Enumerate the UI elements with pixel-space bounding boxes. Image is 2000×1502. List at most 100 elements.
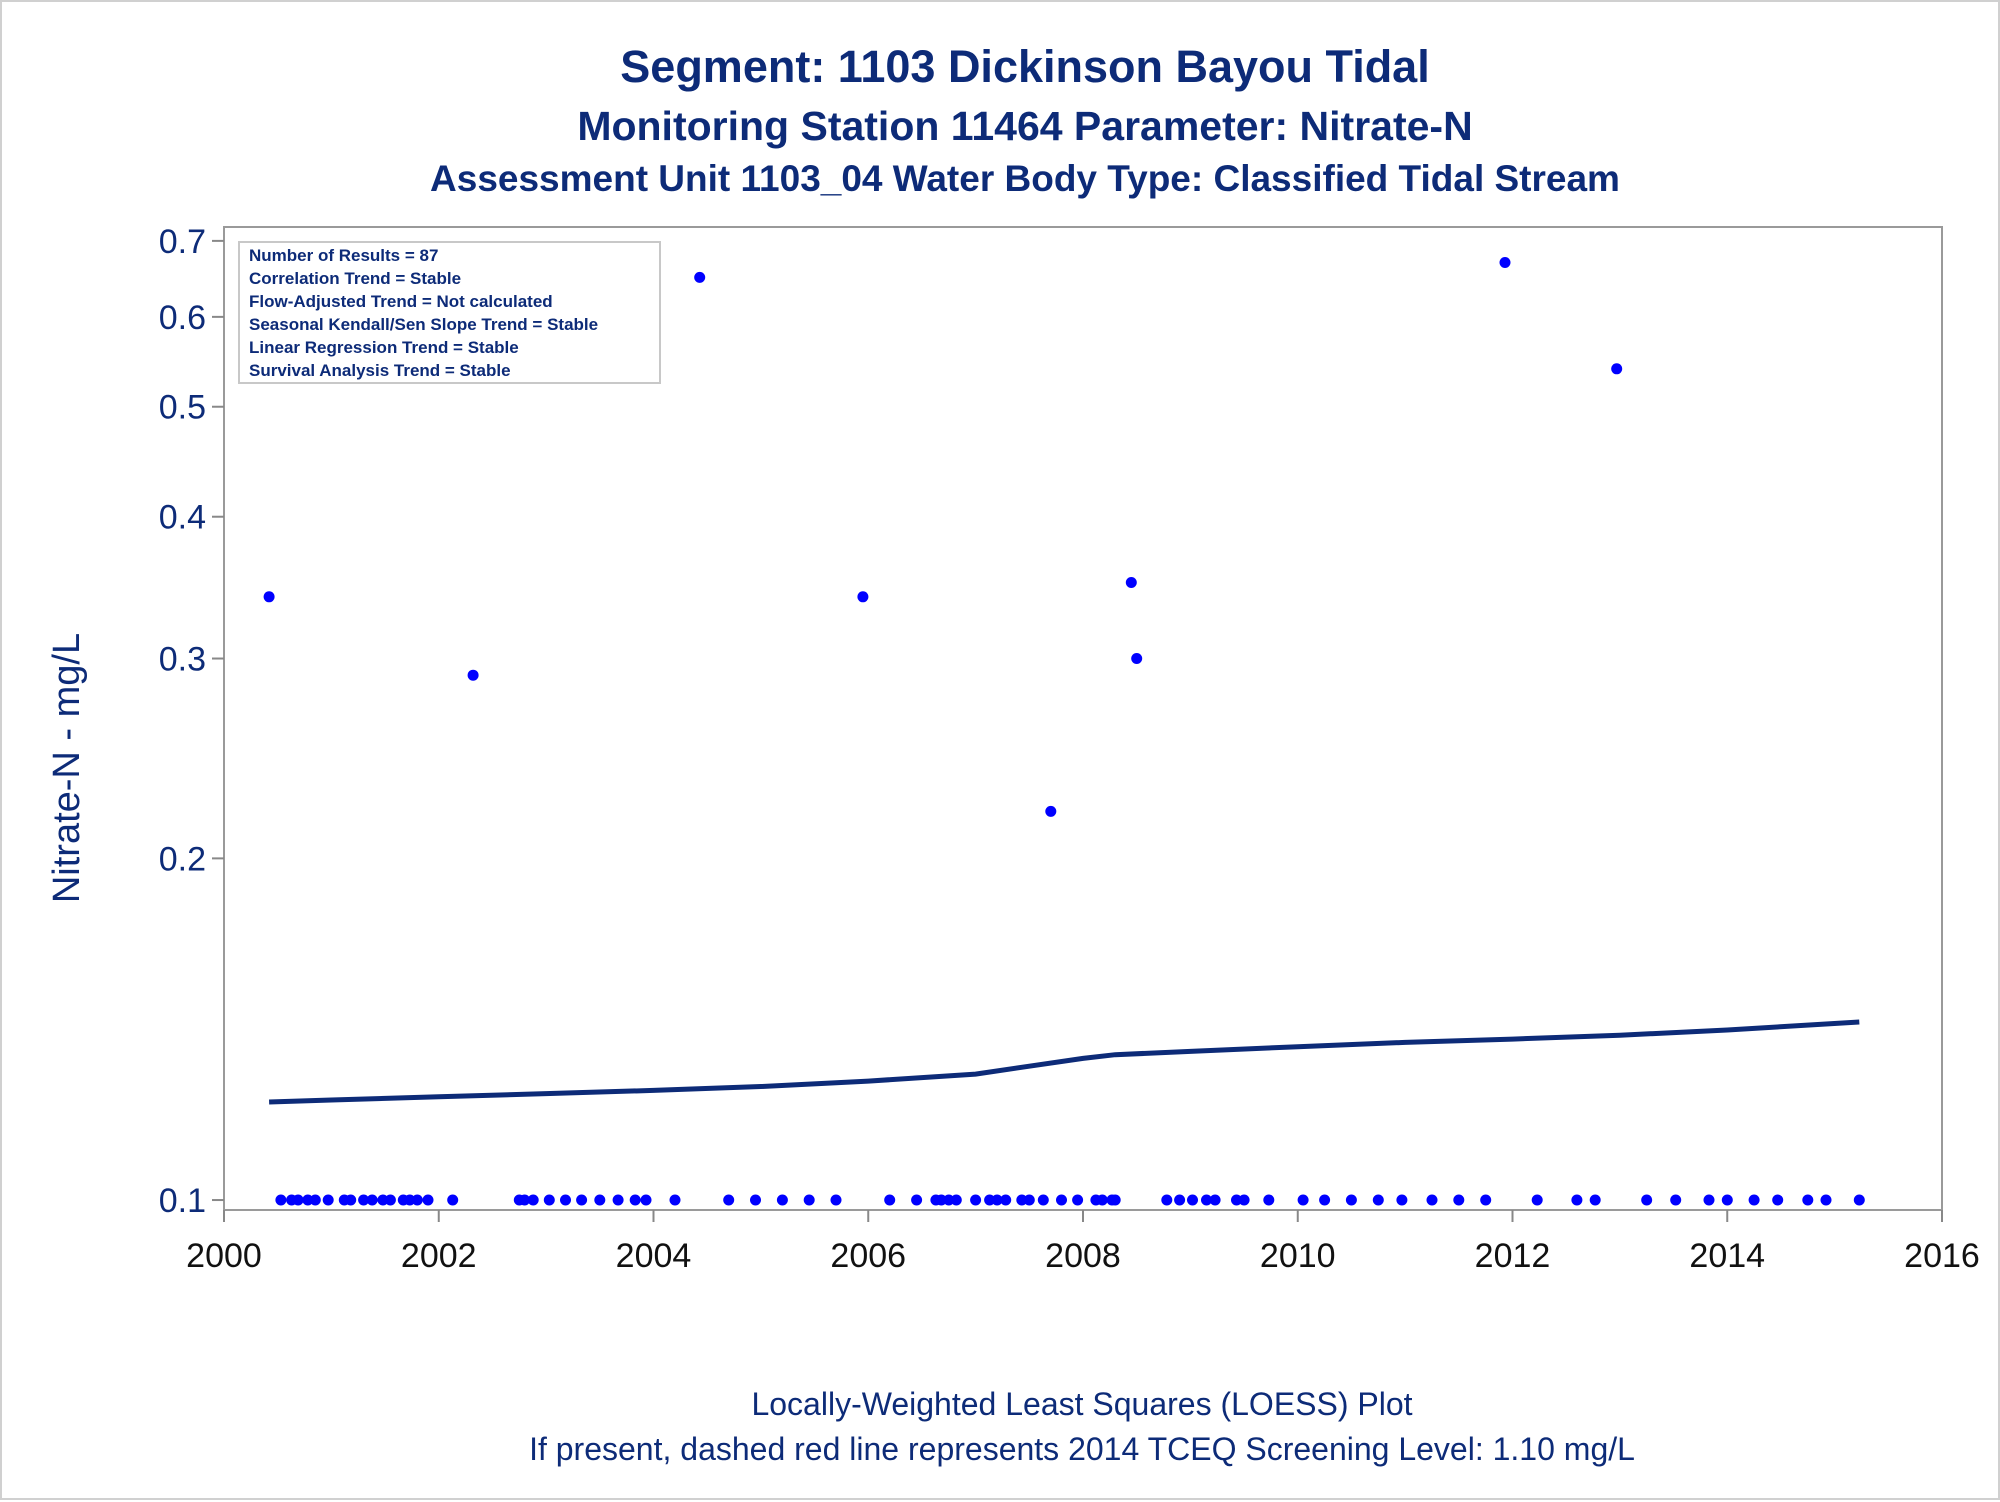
data-point xyxy=(1209,1194,1221,1206)
data-point xyxy=(345,1194,357,1206)
y-tick-label: 0.2 xyxy=(159,840,206,878)
chart-subtitle-station: Monitoring Station 11464 Parameter: Nitr… xyxy=(577,103,1472,149)
data-point xyxy=(1174,1194,1186,1206)
x-tick-label: 2002 xyxy=(401,1237,477,1275)
footnote-screening-level: If present, dashed red line represents 2… xyxy=(529,1431,1635,1467)
x-tick-label: 2008 xyxy=(1045,1237,1121,1275)
data-point xyxy=(263,591,275,603)
data-point xyxy=(1125,577,1137,588)
y-tick-label: 0.3 xyxy=(159,641,206,679)
data-point xyxy=(1372,1194,1384,1206)
data-point xyxy=(1201,1194,1212,1206)
data-point xyxy=(292,1194,304,1206)
data-point xyxy=(1345,1194,1357,1206)
data-point xyxy=(640,1194,652,1206)
data-point xyxy=(1161,1194,1173,1206)
data-point xyxy=(1000,1194,1012,1206)
y-tick-label: 0.4 xyxy=(159,499,206,537)
data-point xyxy=(1023,1194,1035,1206)
data-point xyxy=(527,1194,539,1206)
data-point xyxy=(1426,1194,1438,1206)
data-point xyxy=(322,1194,334,1206)
data-point xyxy=(1297,1194,1309,1206)
data-point xyxy=(1589,1194,1601,1206)
data-point xyxy=(1037,1194,1049,1206)
data-point xyxy=(543,1194,555,1206)
data-point xyxy=(1263,1194,1275,1206)
data-point xyxy=(1109,1194,1121,1206)
y-axis: 0.1 0.2 0.3 0.4 0.5 0.6 0.7 xyxy=(159,223,224,1220)
chart-title: Segment: 1103 Dickinson Bayou Tidal xyxy=(620,41,1429,92)
x-axis: 2000 2002 2004 2006 2008 2010 2012 2014 2016 xyxy=(186,1210,1980,1275)
stats-correlation-trend: Correlation Trend = Stable xyxy=(249,269,461,288)
data-point xyxy=(275,1194,287,1206)
y-tick-label: 0.1 xyxy=(159,1182,206,1220)
data-point xyxy=(366,1194,378,1206)
data-point xyxy=(1670,1194,1682,1206)
data-point xyxy=(467,669,479,681)
data-point xyxy=(970,1194,982,1206)
data-point xyxy=(447,1194,459,1206)
x-tick-label: 2014 xyxy=(1689,1237,1765,1275)
x-tick-label: 2006 xyxy=(830,1237,906,1275)
data-point xyxy=(1096,1194,1108,1206)
data-point xyxy=(560,1194,571,1206)
x-tick-label: 2004 xyxy=(616,1237,692,1275)
data-points xyxy=(263,257,1865,1206)
data-point xyxy=(1571,1194,1583,1206)
data-point xyxy=(1187,1194,1198,1206)
data-point xyxy=(576,1194,588,1206)
data-point xyxy=(1611,363,1623,375)
data-point xyxy=(519,1194,531,1206)
data-point xyxy=(776,1194,788,1206)
y-tick-label: 0.7 xyxy=(159,223,206,261)
data-point xyxy=(1748,1194,1760,1206)
plot-area xyxy=(223,226,1943,1211)
stats-seasonal-kendall-trend: Seasonal Kendall/Sen Slope Trend = Stabl… xyxy=(249,315,598,334)
data-point xyxy=(594,1194,606,1206)
data-point xyxy=(1480,1194,1492,1206)
x-tick-label: 2010 xyxy=(1260,1237,1336,1275)
data-point xyxy=(669,1194,681,1206)
data-point xyxy=(309,1194,321,1206)
data-point xyxy=(612,1194,624,1206)
data-point xyxy=(1319,1194,1331,1206)
data-point xyxy=(694,271,706,283)
data-point xyxy=(384,1194,396,1206)
data-point xyxy=(1853,1194,1865,1206)
data-point xyxy=(422,1194,434,1206)
data-point xyxy=(629,1194,641,1206)
data-point xyxy=(1531,1194,1543,1206)
data-point xyxy=(830,1194,842,1206)
loess-line xyxy=(269,1019,1860,1105)
data-point xyxy=(1772,1194,1784,1206)
data-point xyxy=(911,1194,923,1206)
data-point xyxy=(411,1194,423,1206)
data-point xyxy=(1499,257,1511,268)
stats-survival-analysis-trend: Survival Analysis Trend = Stable xyxy=(249,361,511,380)
data-point xyxy=(1045,805,1057,817)
y-tick-label: 0.5 xyxy=(159,389,206,427)
data-point xyxy=(1238,1194,1250,1206)
data-point xyxy=(1820,1194,1832,1206)
x-tick-label: 2012 xyxy=(1475,1237,1551,1275)
data-point xyxy=(1721,1194,1733,1206)
y-axis-label: Nitrate-N - mg/L xyxy=(46,633,88,903)
data-point xyxy=(358,1194,370,1206)
stats-linear-regression-trend: Linear Regression Trend = Stable xyxy=(249,338,519,357)
chart-subtitle-assessment: Assessment Unit 1103_04 Water Body Type:… xyxy=(430,158,1620,199)
stats-box: Number of Results = 87 Correlation Trend… xyxy=(238,241,661,384)
data-point xyxy=(803,1194,815,1206)
data-point xyxy=(1056,1194,1067,1206)
data-point xyxy=(1231,1194,1242,1206)
data-point xyxy=(884,1194,896,1206)
data-point xyxy=(723,1194,735,1206)
x-tick-label: 2016 xyxy=(1904,1237,1980,1275)
stats-number-of-results: Number of Results = 87 xyxy=(249,246,438,265)
data-point xyxy=(1396,1194,1408,1206)
stats-flow-adjusted-trend: Flow-Adjusted Trend = Not calculated xyxy=(249,292,553,311)
stats-box-border xyxy=(238,241,661,384)
data-point xyxy=(1802,1194,1814,1206)
